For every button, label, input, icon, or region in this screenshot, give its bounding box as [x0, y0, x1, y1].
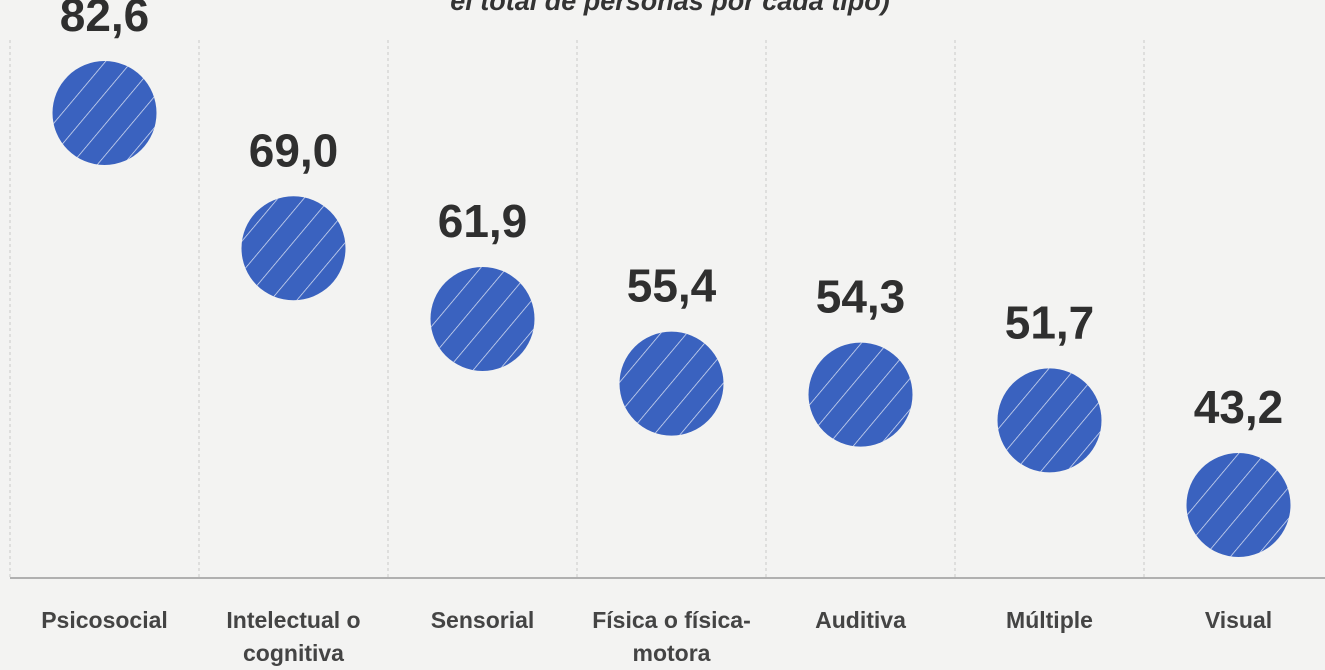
dot-hatch: [1186, 453, 1291, 557]
value-label: 69,0: [249, 124, 339, 176]
value-label: 43,2: [1194, 381, 1284, 433]
value-label: 55,4: [627, 260, 717, 312]
value-label: 51,7: [1005, 296, 1095, 348]
dot-hatch: [52, 61, 157, 165]
x-tick-label: Sensorial: [430, 607, 535, 633]
dot-hatch: [997, 368, 1102, 473]
x-tick-label: Auditiva: [815, 607, 906, 633]
x-tick-label: Visual: [1204, 607, 1273, 633]
value-label: 54,3: [816, 271, 906, 323]
value-label: 82,6: [60, 0, 150, 41]
x-tick-label: Intelectual o cognitiva: [226, 607, 361, 666]
dot-hatch: [619, 331, 724, 436]
x-tick-label: Física o física-motora: [592, 607, 751, 666]
value-label: 61,9: [438, 195, 528, 247]
chart-subtitle: el total de personas por cada tipo): [450, 0, 890, 16]
dot-hatch: [808, 342, 913, 447]
dot-hatch: [241, 196, 346, 301]
dot-hatch: [430, 266, 535, 371]
x-tick-label: Psicosocial: [41, 607, 168, 633]
x-tick-label: Múltiple: [1006, 607, 1093, 633]
